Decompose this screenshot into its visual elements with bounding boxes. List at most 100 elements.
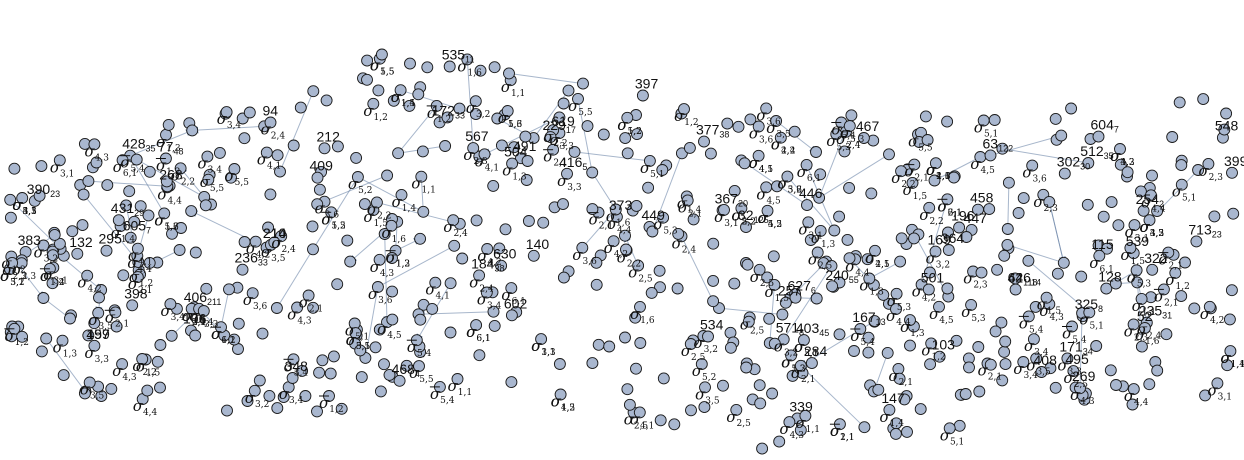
graph-node xyxy=(197,305,210,317)
graph-node xyxy=(657,372,670,385)
graph-node xyxy=(998,345,1011,358)
graph-node xyxy=(1097,210,1110,223)
graph-edge xyxy=(508,72,584,85)
graph-node xyxy=(707,237,720,250)
graph-node xyxy=(826,280,839,293)
graph-node xyxy=(1074,382,1086,395)
graph-node xyxy=(753,263,766,276)
graph-node xyxy=(1002,176,1015,189)
graph-node xyxy=(277,391,290,404)
graph-node xyxy=(78,387,91,400)
graph-node xyxy=(1001,238,1014,251)
graph-node xyxy=(642,181,655,194)
graph-node xyxy=(904,314,916,327)
node-number-label: 268 xyxy=(159,166,183,182)
graph-edge xyxy=(276,249,314,309)
graph-node xyxy=(1175,159,1188,172)
graph-node xyxy=(1211,377,1224,390)
graph-node xyxy=(128,215,141,228)
node-number-label: 399 xyxy=(1224,153,1244,169)
graph-node xyxy=(341,234,354,247)
graph-node xyxy=(473,349,486,362)
graph-node xyxy=(996,374,1009,387)
graph-node xyxy=(443,60,456,73)
node-number-label: 103 xyxy=(932,337,956,353)
graph-node xyxy=(117,269,130,282)
graph-node xyxy=(1199,389,1212,402)
graph-node xyxy=(959,388,972,400)
graph-node xyxy=(324,367,337,380)
graph-node xyxy=(4,211,17,224)
graph-node xyxy=(505,309,518,322)
graph-node xyxy=(943,422,956,435)
graph-node xyxy=(253,374,266,387)
graph-node xyxy=(493,242,506,255)
graph-node xyxy=(766,387,779,400)
graph-node xyxy=(1082,157,1095,169)
graph-node xyxy=(656,164,669,176)
graph-node xyxy=(386,313,399,326)
graph-node xyxy=(311,405,323,418)
graph-node xyxy=(843,252,856,265)
graph-node xyxy=(607,235,620,248)
graph-node xyxy=(228,163,241,175)
graph-node xyxy=(400,359,413,372)
graph-node xyxy=(924,358,937,371)
graph-node xyxy=(116,154,129,167)
node-number-label: 567 xyxy=(465,128,489,144)
graph-node xyxy=(619,331,631,344)
graph-node xyxy=(8,162,21,175)
graph-node xyxy=(213,146,226,159)
graph-node xyxy=(785,349,798,362)
graph-node xyxy=(371,281,384,293)
graph-node xyxy=(1083,306,1096,319)
graph-node xyxy=(361,54,374,67)
node-number-label: 446 xyxy=(799,185,823,201)
graph-node xyxy=(698,135,710,148)
graph-node xyxy=(742,315,755,328)
graph-node xyxy=(506,157,519,170)
graph-node xyxy=(752,120,765,133)
graph-node xyxy=(953,419,966,432)
node-number-label: 458 xyxy=(970,190,994,206)
graph-node xyxy=(1143,214,1156,227)
graph-node xyxy=(623,398,636,411)
graph-node xyxy=(753,379,766,392)
graph-node xyxy=(631,128,643,141)
graph-node xyxy=(527,249,540,262)
graph-node xyxy=(1146,169,1158,182)
graph-node xyxy=(370,196,383,209)
graph-node xyxy=(268,236,281,249)
graph-node xyxy=(105,382,118,395)
graph-node xyxy=(1017,356,1030,368)
graph-node xyxy=(470,214,483,227)
graph-node xyxy=(238,132,251,145)
graph-node xyxy=(40,332,53,345)
graph-node xyxy=(1110,379,1122,391)
node-number-label: 548 xyxy=(1215,118,1239,134)
graph-node xyxy=(858,421,871,434)
graph-node xyxy=(311,171,324,184)
graph-node xyxy=(724,341,737,354)
graph-node xyxy=(154,339,167,351)
graph-node xyxy=(843,120,856,132)
graph-node xyxy=(620,243,632,256)
graph-node xyxy=(609,203,622,216)
graph-node xyxy=(16,330,29,343)
graph-node xyxy=(71,247,84,260)
graph-node xyxy=(1226,166,1238,179)
graph-node xyxy=(741,258,754,271)
graph-node xyxy=(1026,159,1039,172)
graph-node xyxy=(307,301,320,314)
graph-node xyxy=(1027,333,1040,346)
graph-node xyxy=(1105,196,1118,209)
graph-node xyxy=(883,148,895,161)
graph-node xyxy=(264,116,277,129)
graph-node xyxy=(1127,383,1140,396)
graph-node xyxy=(983,203,996,216)
node-layer xyxy=(4,48,1240,455)
graph-node xyxy=(495,139,508,152)
graph-edge xyxy=(397,105,438,154)
graph-node xyxy=(385,219,398,232)
graph-node xyxy=(863,272,876,285)
